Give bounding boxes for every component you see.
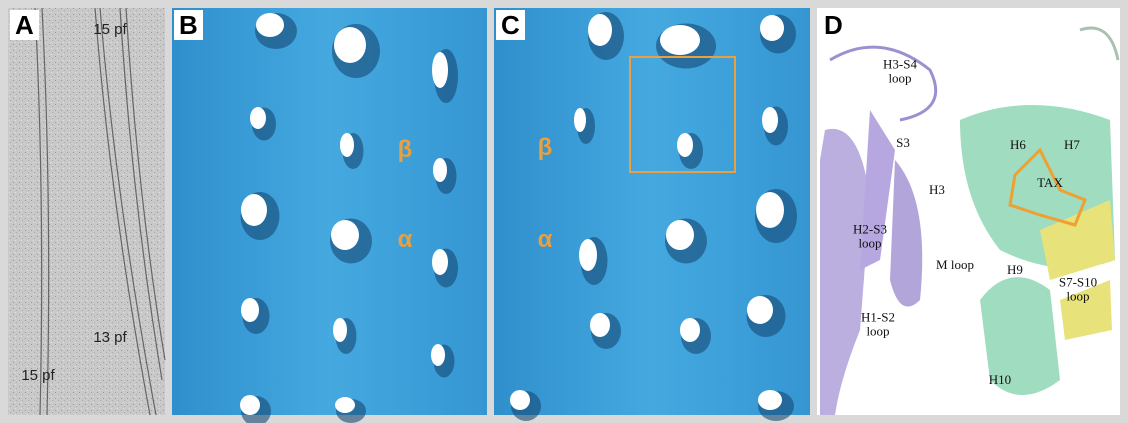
micrograph: [8, 8, 165, 415]
panel-label: H3: [909, 183, 965, 197]
hole: [590, 313, 610, 337]
panel-label: α: [538, 227, 553, 253]
hole: [510, 390, 530, 410]
hole: [432, 249, 448, 275]
hole: [432, 52, 448, 88]
hole: [758, 390, 782, 410]
panel-letter: A: [10, 10, 39, 40]
hole: [762, 107, 778, 133]
figure-art: [0, 0, 1128, 423]
hole: [256, 13, 284, 37]
panel-letter: B: [174, 10, 203, 40]
hole: [340, 133, 354, 157]
hole: [760, 15, 784, 41]
hole: [579, 239, 597, 271]
hole: [241, 298, 259, 322]
panel-label: β: [538, 135, 553, 161]
panel-label: H6: [990, 138, 1046, 152]
panel-letter: C: [496, 10, 525, 40]
panel-label: H2-S3 loop: [842, 223, 898, 252]
hole: [588, 14, 612, 46]
hole: [334, 27, 366, 63]
hole: [433, 158, 447, 182]
panel-label: 15 pf: [21, 368, 54, 385]
panel-label: S3: [875, 136, 931, 150]
panel-letter: D: [819, 10, 848, 40]
hole: [666, 220, 694, 250]
hole: [333, 318, 347, 342]
panel-label: H3-S4 loop: [872, 58, 928, 87]
hole: [747, 296, 773, 324]
hole: [240, 395, 260, 415]
panel-label: H1-S2 loop: [850, 311, 906, 340]
panel-label: α: [398, 227, 413, 253]
panel-label: 15 pf: [93, 22, 126, 39]
hole: [250, 107, 266, 129]
figure: A B C D 15 pf 13 pf 15 pf β α β α H3-S4 loop S3 H…: [0, 0, 1128, 423]
panel-label: M loop: [927, 258, 983, 272]
panel-label: H9: [987, 263, 1043, 277]
hole: [241, 194, 267, 226]
panel-label: S7-S10 loop: [1050, 276, 1106, 305]
hole: [680, 318, 700, 342]
hole: [431, 344, 445, 366]
panel-label: 13 pf: [93, 330, 126, 347]
hole: [335, 397, 355, 413]
hole: [677, 133, 693, 157]
hole: [756, 192, 784, 228]
panel-label: β: [398, 137, 413, 163]
panel-label: TAX: [1022, 176, 1078, 190]
hole: [331, 220, 359, 250]
hole: [574, 108, 586, 132]
panel-label: H10: [972, 373, 1028, 387]
panel-label: H7: [1044, 138, 1100, 152]
hole: [660, 25, 700, 55]
